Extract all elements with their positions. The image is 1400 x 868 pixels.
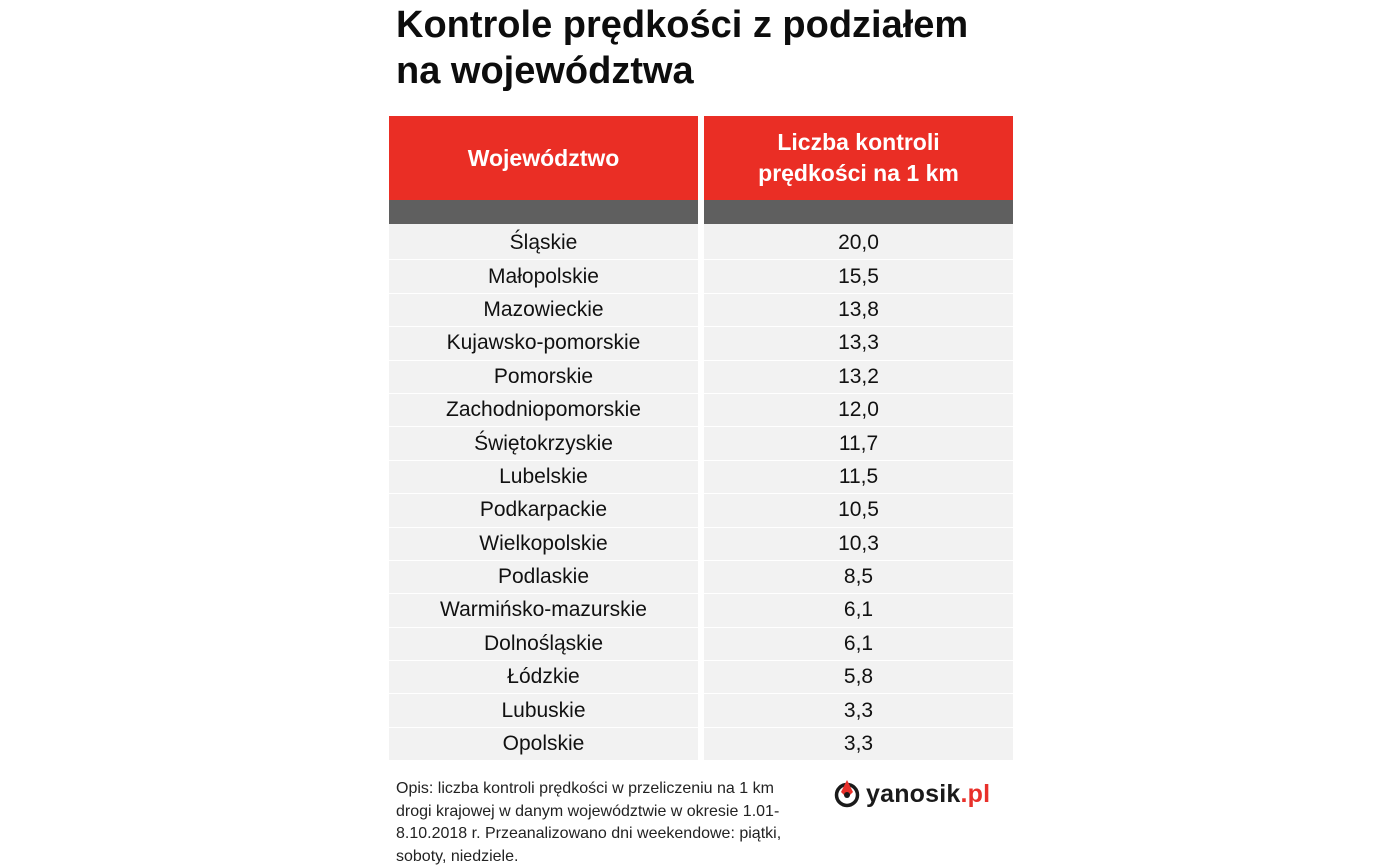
header-cell-voivodeship: Województwo	[389, 116, 698, 200]
table-row: Opolskie 3,3	[389, 726, 1013, 761]
checks-value-cell: 12,0	[704, 392, 1013, 427]
table-row: Łódzkie 5,8	[389, 660, 1013, 694]
checks-value-cell: 8,5	[704, 559, 1013, 594]
logo-domain: .pl	[960, 779, 991, 808]
table-row: Lubelskie 11,5	[389, 459, 1013, 494]
logo-name: yanosik	[866, 779, 961, 808]
voivodeship-cell: Zachodniopomorskie	[389, 392, 698, 427]
voivodeship-cell: Podkarpackie	[389, 493, 698, 527]
voivodeship-cell: Pomorskie	[389, 359, 698, 393]
checks-value-cell: 5,8	[704, 660, 1013, 694]
table-row: Śląskie 20,0	[389, 226, 1013, 260]
checks-value-cell: 6,1	[704, 593, 1013, 627]
checks-value-cell: 13,2	[704, 359, 1013, 393]
checks-value-cell: 11,7	[704, 426, 1013, 460]
table-header-row: Województwo Liczba kontroli prędkości na…	[389, 116, 1013, 200]
header-checks-label-line-2: prędkości na 1 km	[758, 160, 959, 186]
voivodeship-cell: Lubelskie	[389, 459, 698, 494]
title-line-1: Kontrole prędkości z podziałem	[396, 4, 969, 46]
table-row: Podlaskie 8,5	[389, 559, 1013, 594]
voivodeship-cell: Warmińsko-mazurskie	[389, 593, 698, 627]
checks-value-cell: 13,3	[704, 326, 1013, 360]
table-row: Dolnośląskie 6,1	[389, 626, 1013, 661]
title-line-2: na województwa	[396, 50, 694, 92]
table-row: Pomorskie 13,2	[389, 359, 1013, 393]
header-voivodeship-label: Województwo	[467, 144, 620, 171]
yanosik-logo: yanosik.pl	[834, 778, 990, 810]
header-cell-checks: Liczba kontroli prędkości na 1 km	[704, 116, 1013, 200]
header-checks-label-line-1: Liczba kontroli	[777, 129, 940, 155]
checks-value-cell: 13,8	[704, 292, 1013, 327]
voivodeship-cell: Podlaskie	[389, 559, 698, 594]
voivodeship-cell: Opolskie	[389, 726, 698, 761]
table-row: Małopolskie 15,5	[389, 259, 1013, 293]
voivodeship-cell: Śląskie	[389, 226, 698, 260]
table-row: Wielkopolskie 10,3	[389, 526, 1013, 560]
table-row: Świętokrzyskie 11,7	[389, 426, 1013, 460]
voivodeship-cell: Mazowieckie	[389, 292, 698, 327]
voivodeship-cell: Kujawsko-pomorskie	[389, 326, 698, 360]
checks-value-cell: 20,0	[704, 226, 1013, 260]
table-row: Kujawsko-pomorskie 13,3	[389, 326, 1013, 360]
speed-checks-table: Województwo Liczba kontroli prędkości na…	[389, 116, 1013, 761]
checks-value-cell: 3,3	[704, 693, 1013, 727]
checks-value-cell: 11,5	[704, 459, 1013, 494]
checks-value-cell: 3,3	[704, 726, 1013, 761]
voivodeship-cell: Małopolskie	[389, 259, 698, 293]
checks-value-cell: 15,5	[704, 259, 1013, 293]
table-row: Zachodniopomorskie 12,0	[389, 392, 1013, 427]
table-row: Podkarpackie 10,5	[389, 493, 1013, 527]
checks-value-cell: 10,5	[704, 493, 1013, 527]
table-body: Śląskie 20,0 Małopolskie 15,5 Mazowieckie 13,…	[389, 226, 1013, 761]
checks-value-cell: 10,3	[704, 526, 1013, 560]
yanosik-logo-icon	[834, 780, 860, 808]
header-divider-strip	[389, 200, 1013, 224]
voivodeship-cell: Łódzkie	[389, 660, 698, 694]
voivodeship-cell: Lubuskie	[389, 693, 698, 727]
table-row: Warmińsko-mazurskie 6,1	[389, 593, 1013, 627]
description-note: Opis: liczba kontroli prędkości w przeli…	[396, 780, 782, 865]
table-row: Mazowieckie 13,8	[389, 292, 1013, 327]
voivodeship-cell: Świętokrzyskie	[389, 426, 698, 460]
page-title: Kontrole prędkości z podziałem na wojewó…	[396, 2, 1036, 94]
logo-text: yanosik.pl	[866, 780, 990, 809]
voivodeship-cell: Wielkopolskie	[389, 526, 698, 560]
table-row: Lubuskie 3,3	[389, 693, 1013, 727]
checks-value-cell: 6,1	[704, 626, 1013, 661]
voivodeship-cell: Dolnośląskie	[389, 626, 698, 661]
